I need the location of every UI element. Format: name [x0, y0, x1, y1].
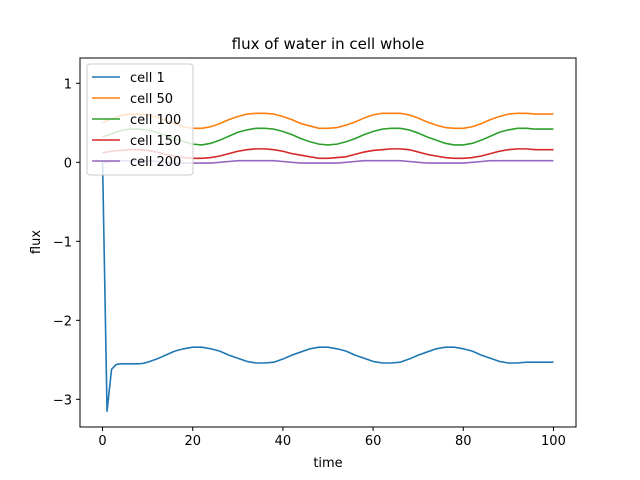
legend-label: cell 150	[130, 134, 181, 149]
legend-label: cell 200	[130, 155, 181, 170]
x-tick-label: 20	[184, 434, 201, 449]
chart-title: flux of water in cell whole	[232, 35, 425, 53]
y-tick-label: 0	[64, 156, 72, 171]
y-tick-label: −3	[53, 393, 72, 408]
y-tick-label: −2	[53, 314, 72, 329]
legend-label: cell 50	[130, 92, 173, 107]
series-line-1	[101, 160, 554, 413]
y-tick-label: −1	[53, 235, 72, 250]
y-axis-label: flux	[29, 230, 44, 254]
y-axis: −3 −2 −1 0 1	[53, 77, 80, 408]
x-axis-label: time	[313, 456, 342, 471]
legend-box	[86, 63, 194, 176]
x-tick-label: 100	[541, 434, 566, 449]
x-tick-label: 40	[275, 434, 292, 449]
x-tick-label: 0	[98, 434, 106, 449]
legend-label: cell 100	[130, 113, 181, 128]
x-tick-label: 60	[365, 434, 382, 449]
x-tick-label: 80	[455, 434, 472, 449]
legend: cell 1 cell 50 cell 100 cell 150 cell 200	[86, 63, 194, 176]
plot-frame	[79, 57, 577, 428]
x-axis: 0 20 40 60 80 100	[98, 427, 566, 449]
y-tick-label: 1	[64, 77, 72, 92]
legend-label: cell 1	[130, 71, 165, 86]
